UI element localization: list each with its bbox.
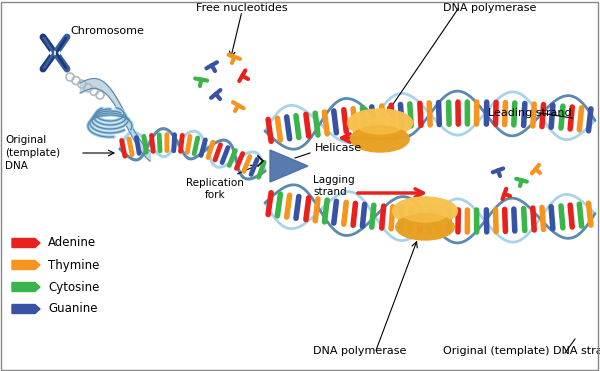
Text: Cytosine: Cytosine	[48, 280, 100, 293]
Ellipse shape	[351, 126, 409, 152]
Text: DNA polymerase: DNA polymerase	[313, 346, 407, 356]
Text: Original
(template)
DNA: Original (template) DNA	[5, 135, 60, 171]
Ellipse shape	[357, 116, 403, 134]
Text: Lagging
strand: Lagging strand	[313, 175, 355, 197]
Text: Chromosome: Chromosome	[70, 26, 144, 36]
Ellipse shape	[347, 109, 413, 137]
Text: Original (template) DNA strand: Original (template) DNA strand	[443, 346, 600, 356]
Polygon shape	[270, 150, 308, 182]
Text: Adenine: Adenine	[48, 236, 96, 250]
Text: Leading strand: Leading strand	[488, 108, 572, 118]
Text: Helicase: Helicase	[315, 143, 362, 153]
Text: Guanine: Guanine	[48, 302, 97, 315]
Ellipse shape	[392, 197, 458, 225]
Text: DNA polymerase: DNA polymerase	[443, 3, 536, 13]
FancyArrow shape	[12, 282, 40, 292]
FancyArrow shape	[12, 260, 40, 269]
FancyArrow shape	[12, 239, 40, 247]
Ellipse shape	[402, 204, 448, 222]
Text: Free nucleotides: Free nucleotides	[196, 3, 288, 13]
FancyArrow shape	[12, 305, 40, 313]
Text: Thymine: Thymine	[48, 259, 100, 272]
Ellipse shape	[396, 214, 454, 240]
Text: Replication
fork: Replication fork	[186, 178, 244, 200]
